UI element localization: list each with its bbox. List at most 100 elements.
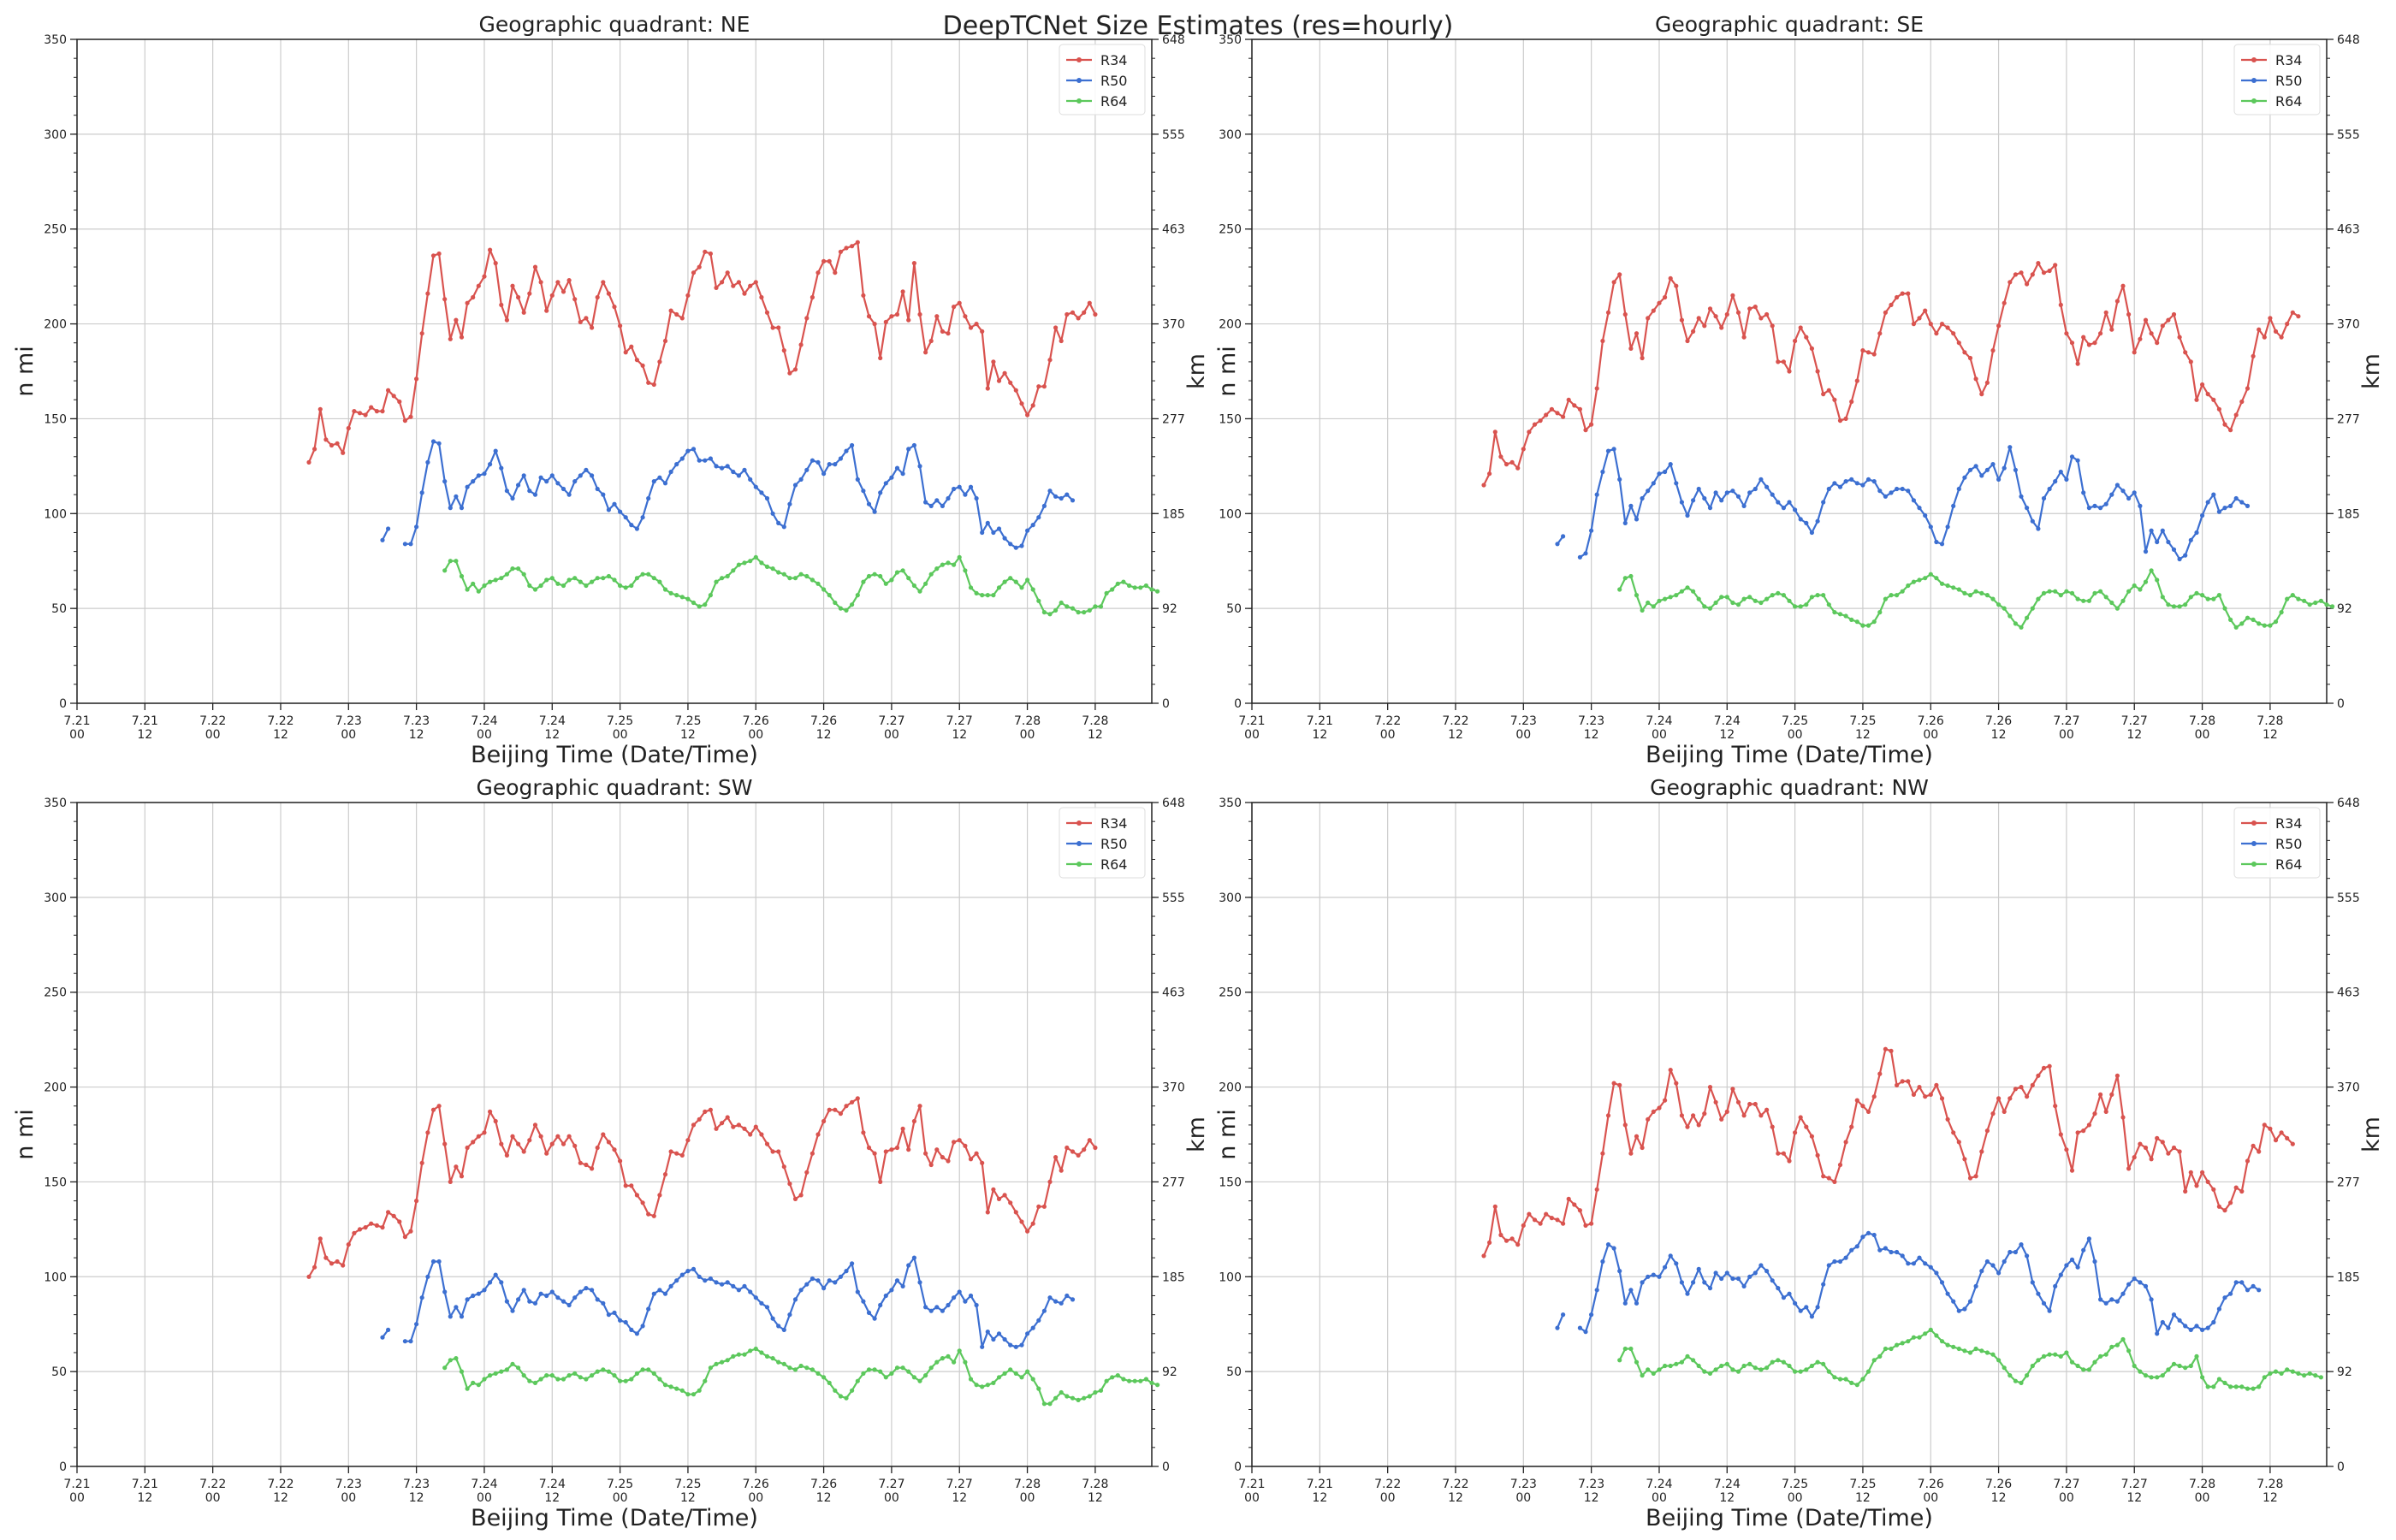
data-point-r34 <box>499 302 504 307</box>
data-point-r64 <box>521 572 526 577</box>
data-point-r50 <box>2155 1331 2160 1336</box>
data-point-r34 <box>1577 1208 1582 1213</box>
data-point-r64 <box>850 1388 855 1393</box>
legend-marker-r34 <box>2251 57 2257 62</box>
data-point-r34 <box>996 1196 1002 1201</box>
y-tick-label-right: 463 <box>1162 986 1185 1000</box>
data-point-r34 <box>798 342 804 347</box>
data-point-r34 <box>1651 308 1656 313</box>
data-point-r34 <box>2086 1122 2091 1128</box>
data-point-r34 <box>504 317 509 323</box>
data-point-r64 <box>1798 604 1803 609</box>
data-point-r64 <box>2053 1352 2058 1357</box>
data-point-r64 <box>544 1373 549 1378</box>
data-point-r50 <box>781 524 786 530</box>
data-point-r64 <box>1685 1353 1690 1359</box>
data-point-r64 <box>1138 585 1143 590</box>
data-point-r64 <box>980 593 985 598</box>
y-tick-label-right: 277 <box>1162 1176 1185 1189</box>
data-point-r64 <box>946 560 951 566</box>
data-point-r50 <box>436 441 442 446</box>
data-point-r64 <box>1634 1359 1640 1365</box>
data-point-r64 <box>2222 1380 2227 1385</box>
data-point-r64 <box>833 600 838 606</box>
data-point-r50 <box>1895 1249 1900 1255</box>
data-point-r64 <box>516 1365 521 1371</box>
data-point-r34 <box>2290 310 2295 315</box>
data-point-r34 <box>657 359 662 364</box>
data-point-r34 <box>2053 263 2058 268</box>
data-point-r64 <box>662 587 668 592</box>
data-point-r34 <box>454 1164 459 1170</box>
data-point-r34 <box>566 278 572 283</box>
x-tick-label-hour: 12 <box>409 1491 424 1505</box>
data-point-r34 <box>1945 1116 1950 1122</box>
data-point-r50 <box>2149 528 2154 533</box>
data-point-r50 <box>601 1300 606 1306</box>
data-point-r34 <box>391 1213 396 1218</box>
data-point-r50 <box>963 1299 968 1304</box>
series-line-r34 <box>307 241 1096 463</box>
x-tick-label-hour: 12 <box>544 728 560 742</box>
data-point-r64 <box>640 572 645 577</box>
data-point-r50 <box>900 1283 905 1288</box>
x-tick-label-hour: 12 <box>137 1491 152 1505</box>
data-point-r34 <box>781 1164 786 1170</box>
y-tick-label-right: 370 <box>1162 1081 1185 1095</box>
data-point-r50 <box>402 542 407 547</box>
data-point-r64 <box>1030 587 1035 592</box>
x-tick-label: 7.28 <box>1082 714 1108 728</box>
data-point-r64 <box>1719 595 1724 600</box>
data-point-r34 <box>1871 352 1877 357</box>
data-point-r64 <box>844 607 849 613</box>
data-point-r50 <box>2013 467 2018 472</box>
data-point-r34 <box>1735 1099 1741 1105</box>
data-point-r64 <box>2228 1384 2233 1389</box>
data-point-r34 <box>1047 358 1053 363</box>
data-point-r34 <box>2268 1126 2273 1131</box>
data-point-r34 <box>2092 1111 2097 1116</box>
data-point-r34 <box>714 1126 719 1131</box>
data-point-r50 <box>1809 530 1814 536</box>
x-tick-label-hour: 12 <box>409 728 424 742</box>
data-point-r34 <box>578 1160 583 1165</box>
data-point-r50 <box>2132 1276 2137 1282</box>
data-point-r50 <box>471 479 476 484</box>
x-tick-label-hour: 00 <box>1923 728 1938 742</box>
data-point-r34 <box>872 1151 877 1156</box>
data-point-r50 <box>720 465 725 471</box>
data-point-r64 <box>2143 579 2149 584</box>
y-tick-label-right: 648 <box>1162 797 1185 810</box>
y-tick-label: 200 <box>1219 1081 1242 1095</box>
data-point-r34 <box>827 258 832 264</box>
data-point-r50 <box>906 1263 911 1268</box>
data-point-r50 <box>720 1282 725 1287</box>
data-point-r64 <box>2324 602 2329 607</box>
data-point-r34 <box>323 437 329 442</box>
data-point-r50 <box>459 506 465 511</box>
data-point-r34 <box>770 1149 775 1154</box>
data-point-r50 <box>1911 498 1916 503</box>
data-point-r64 <box>827 593 832 598</box>
data-point-r34 <box>703 249 708 254</box>
x-tick-label-hour: 12 <box>1088 728 1103 742</box>
data-point-r50 <box>504 489 509 494</box>
data-point-r34 <box>1741 335 1747 340</box>
data-point-r64 <box>578 579 583 584</box>
data-point-r50 <box>425 1274 430 1279</box>
data-point-r50 <box>815 1278 821 1283</box>
x-tick-label: 7.25 <box>607 714 633 728</box>
data-point-r64 <box>1149 1380 1154 1385</box>
data-point-r64 <box>1804 1367 1809 1372</box>
data-point-r64 <box>1143 583 1148 589</box>
data-point-r50 <box>2177 1318 2182 1323</box>
data-point-r34 <box>2216 406 2221 412</box>
data-point-r34 <box>1481 483 1486 488</box>
data-point-r50 <box>493 448 498 453</box>
data-point-r50 <box>560 1299 566 1304</box>
data-point-r34 <box>708 1107 714 1112</box>
data-point-r64 <box>2008 1373 2013 1378</box>
data-point-r50 <box>538 1291 543 1296</box>
data-point-r34 <box>2041 1065 2047 1070</box>
data-point-r64 <box>838 606 844 611</box>
